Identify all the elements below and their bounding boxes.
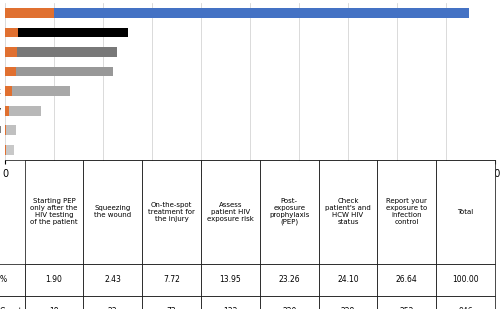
Bar	[5, 28, 18, 37]
Bar	[5, 47, 17, 57]
Bar	[5, 106, 41, 116]
Bar	[5, 47, 116, 57]
Bar	[5, 145, 14, 155]
Bar	[5, 86, 70, 96]
Bar	[5, 67, 16, 76]
Bar	[5, 28, 128, 37]
Bar	[5, 145, 6, 155]
Bar	[5, 86, 12, 96]
Bar	[5, 67, 113, 76]
Bar	[5, 125, 6, 135]
Bar	[5, 125, 16, 135]
Bar	[5, 8, 54, 18]
Bar	[5, 106, 9, 116]
Bar	[5, 8, 468, 18]
